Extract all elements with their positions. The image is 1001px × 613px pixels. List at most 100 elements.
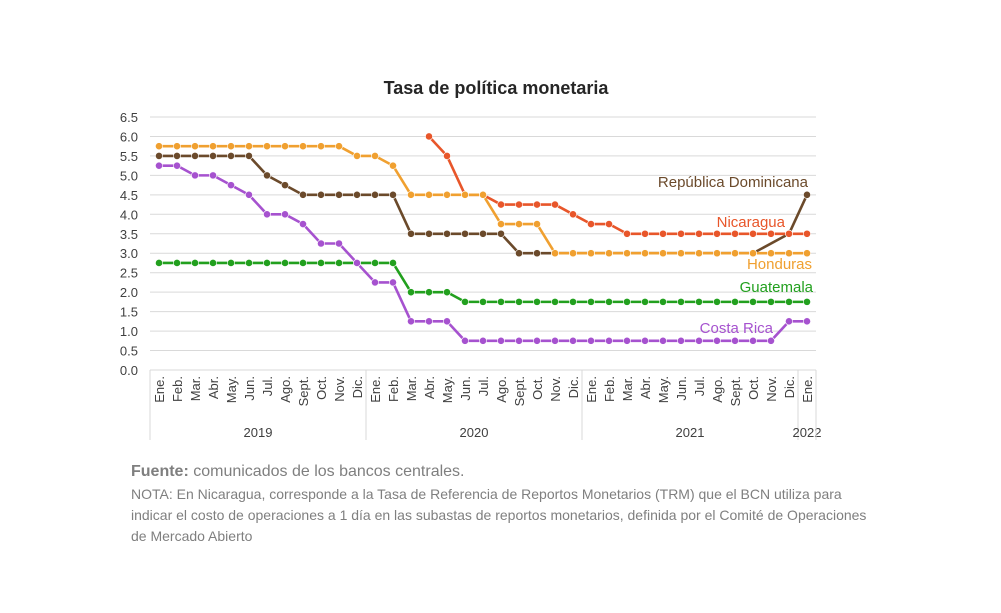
series-labels: República Dominicana Nicaragua Honduras Gua…: [658, 174, 814, 337]
data-point-costa-rica: [191, 171, 199, 180]
data-point-guatemala: [659, 297, 667, 306]
data-point-republica-dominicana: [407, 229, 415, 238]
data-point-guatemala: [533, 297, 541, 306]
data-point-guatemala: [461, 297, 469, 306]
data-point-honduras: [479, 190, 487, 199]
x-tick-label: Jul.: [476, 376, 491, 396]
data-point-honduras: [389, 161, 397, 170]
x-tick-label: Oct.: [314, 376, 329, 400]
data-point-guatemala: [569, 297, 577, 306]
data-point-costa-rica: [407, 317, 415, 326]
data-point-honduras: [281, 142, 289, 151]
x-tick-label: Sept.: [728, 376, 743, 406]
chart: Tasa de política monetaria 0.0 0.5 1.0 1.5 2…: [120, 78, 821, 440]
data-point-costa-rica: [209, 171, 217, 180]
source-prefix: Fuente:: [131, 463, 189, 480]
y-tick-label: 0.0: [120, 363, 138, 378]
data-point-republica-dominicana: [353, 190, 361, 199]
y-tick-label: 2.5: [120, 266, 138, 281]
x-tick-label: Ene.: [584, 376, 599, 403]
data-point-republica-dominicana: [245, 152, 253, 160]
data-point-republica-dominicana: [155, 152, 163, 160]
source-line: Fuente: comunicados de los bancos centra…: [131, 462, 871, 482]
x-tick-label: Oct.: [530, 376, 545, 400]
data-point-costa-rica: [713, 336, 721, 345]
data-point-costa-rica: [263, 210, 271, 219]
data-point-honduras: [533, 220, 541, 228]
data-point-nicaragua: [605, 220, 613, 228]
data-point-costa-rica: [803, 317, 811, 326]
data-point-nicaragua: [749, 229, 757, 238]
data-point-guatemala: [767, 297, 775, 306]
source-text: comunicados de los bancos centrales.: [188, 463, 465, 480]
data-point-republica-dominicana: [227, 152, 235, 160]
data-point-honduras: [461, 190, 469, 199]
data-point-honduras: [731, 249, 739, 258]
series-line-republica-dominicana: [159, 154, 809, 255]
data-point-costa-rica: [767, 336, 775, 345]
data-point-guatemala: [605, 297, 613, 306]
data-point-nicaragua: [767, 229, 775, 238]
y-tick-label: 4.5: [120, 188, 138, 203]
data-point-honduras: [173, 142, 181, 151]
data-point-honduras: [659, 249, 667, 258]
data-point-guatemala: [803, 297, 811, 306]
data-point-honduras: [155, 142, 163, 151]
data-point-nicaragua: [515, 200, 523, 209]
data-point-nicaragua: [551, 200, 559, 209]
data-point-costa-rica: [605, 336, 613, 345]
data-point-guatemala: [749, 297, 757, 306]
data-point-costa-rica: [353, 259, 361, 267]
source-block: Fuente: comunicados de los bancos centra…: [131, 462, 871, 547]
data-point-costa-rica: [515, 336, 523, 345]
series-lines: [159, 135, 809, 343]
data-point-nicaragua: [731, 229, 739, 238]
data-point-costa-rica: [731, 336, 739, 345]
x-tick-label: Sept.: [296, 376, 311, 406]
data-point-costa-rica: [749, 336, 757, 345]
x-tick-label: Ago.: [278, 376, 293, 403]
data-point-costa-rica: [317, 239, 325, 248]
y-tick-label: 0.5: [120, 344, 138, 359]
data-point-republica-dominicana: [191, 152, 199, 160]
data-point-costa-rica: [443, 317, 451, 326]
data-point-honduras: [749, 249, 757, 258]
gridlines: [150, 116, 816, 371]
data-point-costa-rica: [173, 161, 181, 170]
data-point-costa-rica: [479, 336, 487, 345]
data-point-guatemala: [299, 259, 307, 267]
data-point-republica-dominicana: [533, 249, 541, 258]
data-point-guatemala: [785, 297, 793, 306]
data-point-guatemala: [479, 297, 487, 306]
data-point-costa-rica: [695, 336, 703, 345]
x-tick-label: Dic.: [782, 376, 797, 398]
data-point-guatemala: [425, 288, 433, 297]
data-point-guatemala: [155, 259, 163, 267]
data-point-republica-dominicana: [479, 229, 487, 238]
data-point-costa-rica: [227, 181, 235, 190]
source-note: NOTA: En Nicaragua, corresponde a la Tas…: [131, 486, 867, 544]
data-point-honduras: [695, 249, 703, 258]
x-tick-label: Ene.: [800, 376, 815, 403]
data-point-honduras: [245, 142, 253, 151]
data-point-nicaragua: [677, 229, 685, 238]
data-point-honduras: [785, 249, 793, 258]
x-tick-label: Feb.: [602, 376, 617, 402]
data-point-honduras: [713, 249, 721, 258]
series-label-nicaragua: Nicaragua: [717, 214, 786, 231]
x-tick-label: Nov.: [332, 376, 347, 402]
x-tick-label: Oct.: [746, 376, 761, 400]
data-point-nicaragua: [623, 229, 631, 238]
y-tick-label: 3.0: [120, 246, 138, 261]
data-point-nicaragua: [533, 200, 541, 209]
data-point-honduras: [407, 190, 415, 199]
data-point-guatemala: [227, 259, 235, 267]
x-tick-label: Feb.: [386, 376, 401, 402]
data-point-honduras: [371, 152, 379, 160]
data-point-honduras: [641, 249, 649, 258]
data-point-nicaragua: [641, 229, 649, 238]
x-tick-label: Nov.: [764, 376, 779, 402]
data-point-honduras: [299, 142, 307, 151]
data-point-costa-rica: [299, 220, 307, 228]
x-tick-label: Ago.: [710, 376, 725, 403]
